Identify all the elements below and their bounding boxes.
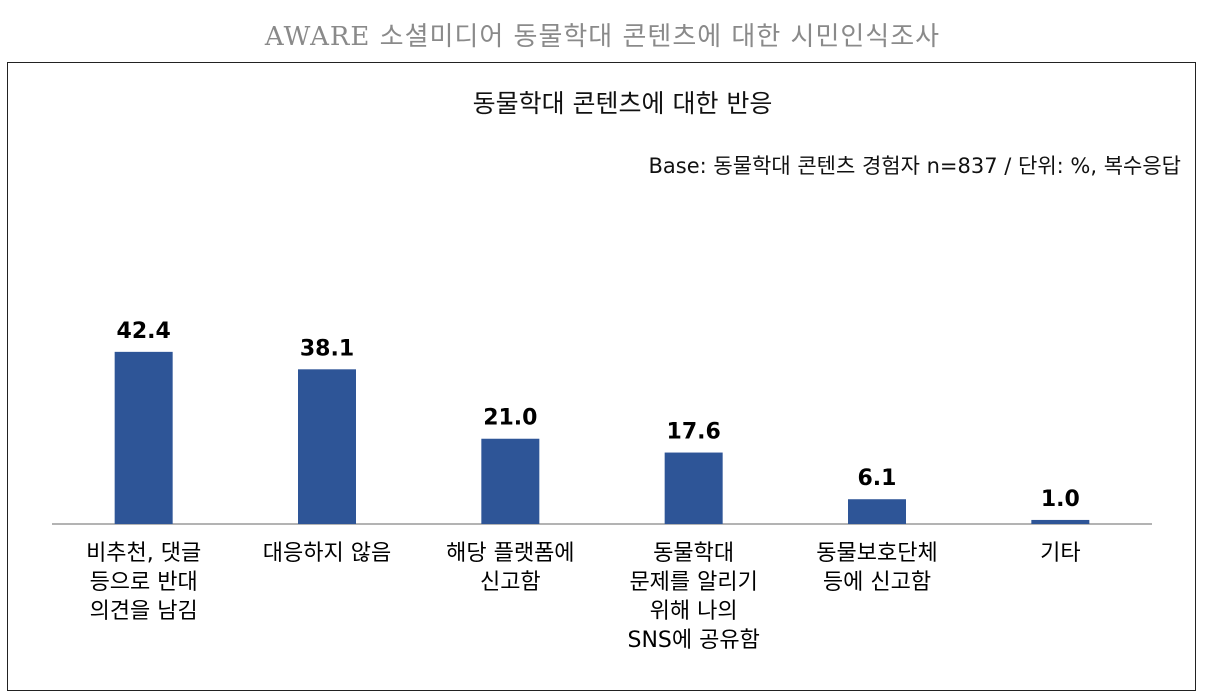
page-title: AWARE 소셜미디어 동물학대 콘텐츠에 대한 시민인식조사 bbox=[264, 22, 941, 52]
category-label-3: 동물학대 문제를 알리기 위해 나의 SNS에 공유함 bbox=[627, 541, 759, 653]
bar-1 bbox=[298, 369, 356, 524]
data-label-4: 6.1 bbox=[858, 466, 897, 491]
bar-5 bbox=[1031, 519, 1090, 524]
data-label-3: 17.6 bbox=[667, 420, 721, 445]
data-label-2: 21.0 bbox=[483, 406, 537, 431]
category-label-4: 동물보호단체 등에 신고함 bbox=[816, 541, 937, 595]
chart-subtitle: Base: 동물학대 콘텐츠 경험자 n=837 / 단위: %, 복수응답 bbox=[648, 154, 1182, 178]
bar-4 bbox=[848, 499, 906, 524]
data-label-1: 38.1 bbox=[300, 336, 354, 361]
category-label-2: 해당 플랫폼에 신고함 bbox=[446, 541, 574, 595]
bar-0 bbox=[114, 351, 173, 524]
data-label-5: 1.0 bbox=[1041, 487, 1080, 512]
data-label-0: 42.4 bbox=[117, 319, 171, 344]
chart-frame bbox=[7, 62, 1196, 691]
bar-2 bbox=[481, 438, 540, 524]
category-label-0: 비추천, 댓글 등으로 반대 의견을 남김 bbox=[86, 541, 201, 624]
category-label-1: 대응하지 않음 bbox=[263, 541, 391, 566]
chart-title: 동물학대 콘텐츠에 대한 반응 bbox=[472, 89, 773, 118]
category-label-5: 기타 bbox=[1040, 541, 1080, 566]
bar-3 bbox=[664, 452, 723, 524]
